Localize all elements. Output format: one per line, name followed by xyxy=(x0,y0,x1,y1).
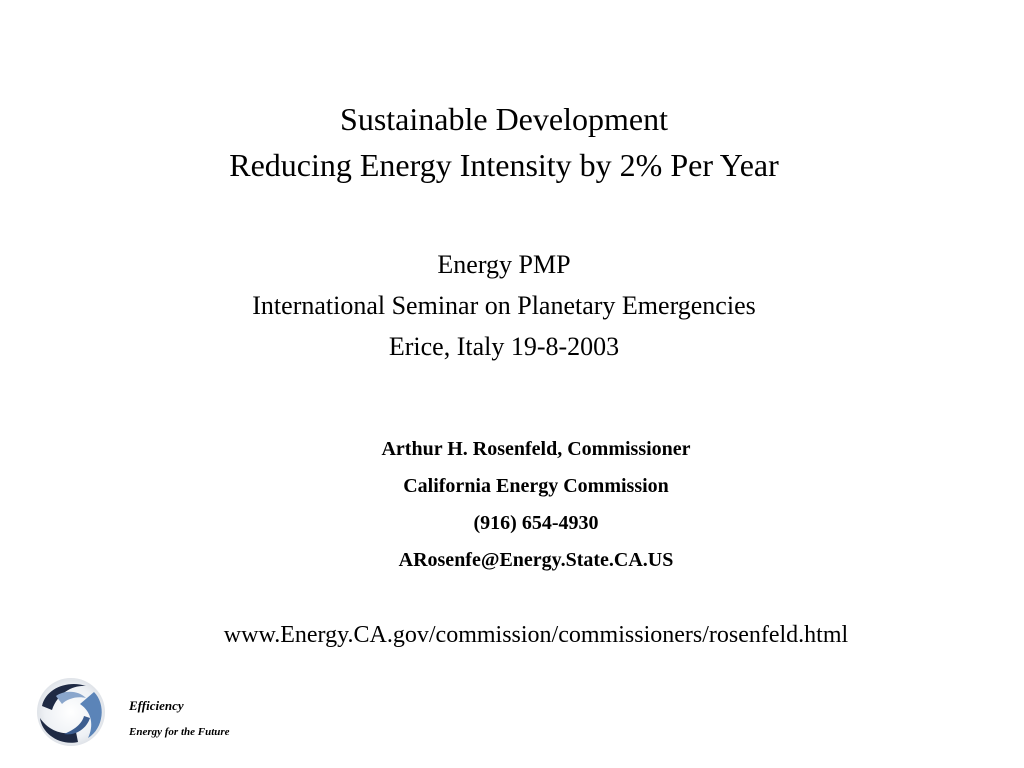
seminar-name: International Seminar on Planetary Emerg… xyxy=(252,291,756,320)
title-line-2: Reducing Energy Intensity by 2% Per Year xyxy=(229,147,779,183)
event-location-date: Erice, Italy 19-8-2003 xyxy=(388,332,620,361)
event-info: Energy PMP International Seminar on Plan… xyxy=(0,244,1008,367)
author-name: Arthur H. Rosenfeld, Commissioner xyxy=(381,438,691,460)
author-organization: California Energy Commission xyxy=(403,475,669,497)
footer-brand: Efficiency xyxy=(129,698,184,713)
footer-tagline: Energy for the Future xyxy=(129,726,230,738)
website-url: www.Energy.CA.gov/commission/commissione… xyxy=(223,622,849,648)
title-line-1: Sustainable Development xyxy=(340,101,668,137)
swirl-logo-icon xyxy=(37,678,105,746)
footer-branding: Efficiency Energy for the Future xyxy=(24,672,324,752)
event-name: Energy PMP xyxy=(437,250,571,279)
author-email: ARosenfe@Energy.State.CA.US xyxy=(398,549,674,571)
author-info: Arthur H. Rosenfeld, Commissioner Califo… xyxy=(200,431,872,579)
slide-title: Sustainable Development Reducing Energy … xyxy=(0,96,1008,188)
author-phone: (916) 654-4930 xyxy=(473,512,599,534)
